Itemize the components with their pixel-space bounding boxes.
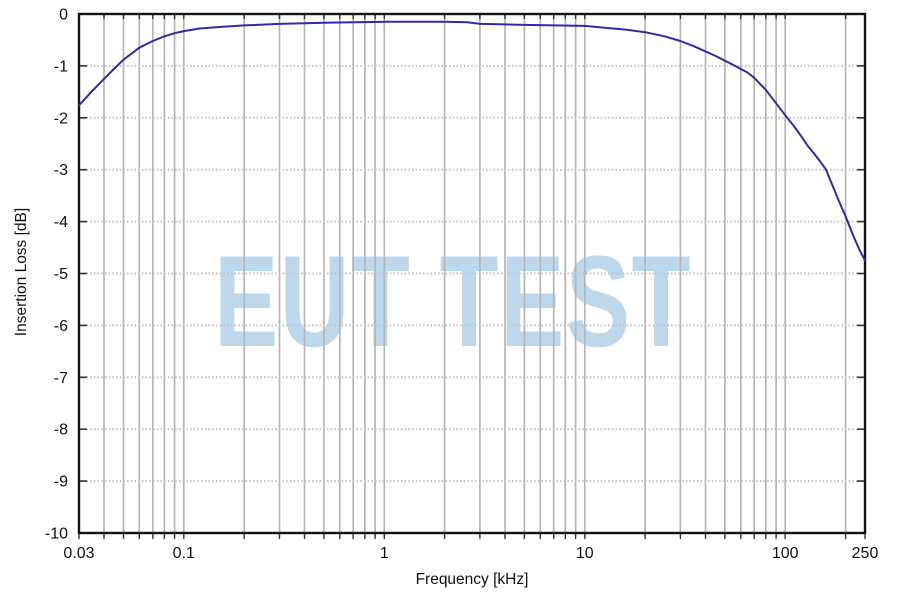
x-tick-label: 10 [576,545,594,562]
x-tick-label: 250 [852,545,879,562]
y-tick-label: -4 [54,214,68,231]
y-tick-label: -2 [54,110,68,127]
tick-labels-layer: 0.03 0.1 1 10 100 250 0 -1 -2 -3 -4 -5 -6 -7 -8 -9 -10 [45,7,879,563]
y-tick-label: -3 [54,162,68,179]
y-tick-label: -10 [45,526,68,543]
y-tick-label: -9 [54,474,68,491]
plot-frame [77,12,867,535]
x-tick-label: 0.1 [173,545,195,562]
y-tick-label: -8 [54,422,68,439]
y-tick-label: -6 [54,318,68,335]
y-tick-label: -5 [54,266,68,283]
watermark-text: EUT TEST [214,228,692,374]
y-tick-label: -7 [54,370,68,387]
x-axis-title: Frequency [kHz] [416,571,529,588]
x-tick-label: 1 [380,545,389,562]
y-axis-title: Insertion Loss [dB] [13,208,30,336]
grid-layer [79,14,865,533]
insertion-loss-curve [78,20,866,262]
y-tick-label: 0 [59,7,68,24]
y-tick-label: -1 [54,58,68,75]
x-tick-label: 0.03 [63,545,94,562]
x-tick-label: 100 [772,545,799,562]
